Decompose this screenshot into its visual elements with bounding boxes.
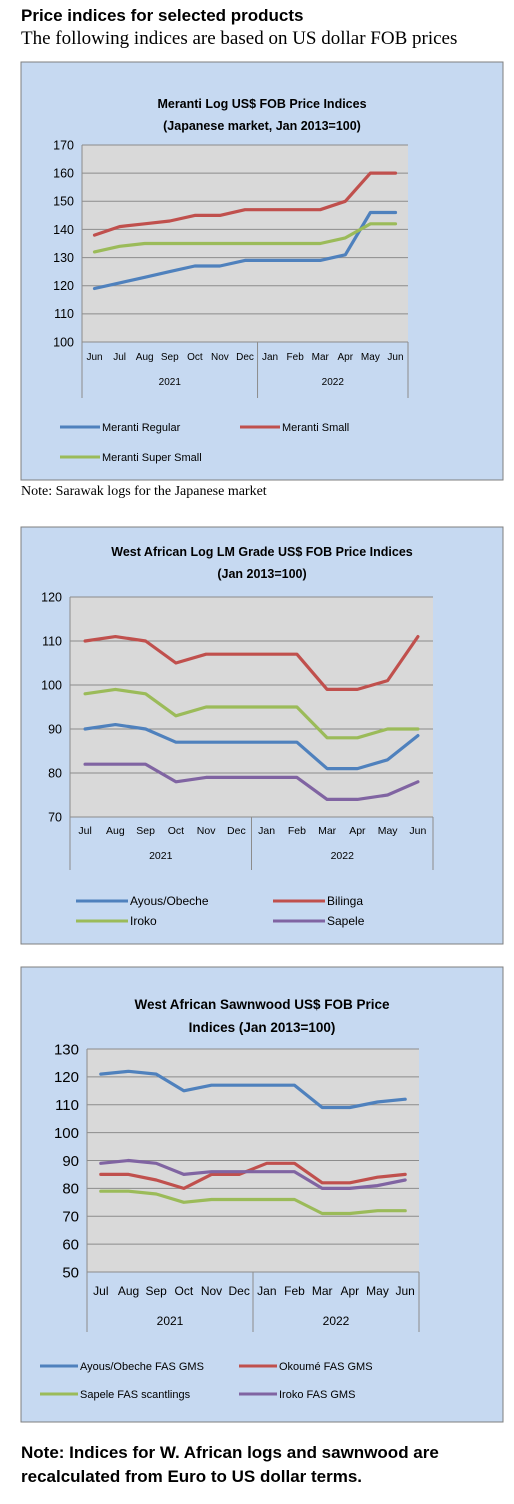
chart1-legend-label: Meranti Super Small xyxy=(102,452,202,464)
chart3-title-line-1: West African Sawnwood US$ FOB Price xyxy=(134,997,390,1012)
chart1-xtick-label: Mar xyxy=(312,352,330,363)
chart2-legend-label: Iroko xyxy=(130,914,157,928)
chart2-xtick-label: Nov xyxy=(197,825,216,837)
chart3-ytick-label: 80 xyxy=(62,1181,79,1198)
chart3-series-line-sapele-fas-scantlings xyxy=(99,1189,407,1216)
chart1-xtick-label: May xyxy=(361,352,380,363)
chart1-xtick-label: Feb xyxy=(287,352,305,363)
chart1-xtick-label: Nov xyxy=(211,352,229,363)
chart3-xtick-label: Feb xyxy=(284,1284,305,1298)
chart3-series-line-okoum-fas-gms xyxy=(99,1161,407,1191)
chart3-year-label: 2022 xyxy=(323,1314,350,1328)
chart3-legend-label: Sapele FAS scantlings xyxy=(80,1389,191,1401)
chart3-xtick-label: Jan xyxy=(257,1284,276,1298)
bottom-note: Note: Indices for W. African logs and sa… xyxy=(21,1443,439,1486)
chart3-xtick-label: Nov xyxy=(201,1284,222,1298)
chart3-ytick-label: 70 xyxy=(62,1209,79,1226)
chart3-xtick-label: Jul xyxy=(93,1284,108,1298)
chart1-ytick-label: 100 xyxy=(53,335,74,349)
chart2-title-line-1: West African Log LM Grade US$ FOB Price … xyxy=(111,545,413,559)
chart3-ytick-label: 50 xyxy=(62,1264,79,1281)
chart1-xtick-label: Jun xyxy=(86,352,102,363)
chart2-series-line-bilinga xyxy=(83,634,420,692)
chart2-ytick-label: 110 xyxy=(42,634,62,648)
chart2-ytick-label: 70 xyxy=(48,810,62,824)
chart1-xtick-label: Apr xyxy=(338,352,354,363)
chart2-year-label: 2022 xyxy=(331,850,355,862)
chart2-legend-label: Ayous/Obeche xyxy=(130,894,209,908)
chart3-ytick-label: 110 xyxy=(55,1097,79,1114)
chart2-xtick-label: May xyxy=(378,825,399,837)
chart2-year-label: 2021 xyxy=(149,850,173,862)
chart2-legend-label: Sapele xyxy=(327,914,365,928)
chart2-xtick-label: Feb xyxy=(288,825,306,837)
chart3-xtick-label: Jun xyxy=(395,1284,414,1298)
chart2-series-line-iroko xyxy=(83,687,420,740)
chart1-title-line-1: Meranti Log US$ FOB Price Indices xyxy=(157,97,366,111)
chart2-legend-label: Bilinga xyxy=(327,894,363,908)
chart3-xtick-label: Sep xyxy=(145,1284,167,1298)
chart1-ytick-label: 150 xyxy=(53,195,74,209)
chart2-ytick-label: 80 xyxy=(48,766,62,780)
chart2-xtick-label: Oct xyxy=(168,825,184,837)
chart2-title-line-2: (Jan 2013=100) xyxy=(217,567,306,581)
chart2-series-line-sapele xyxy=(83,762,420,802)
chart2-ytick-label: 90 xyxy=(48,722,62,736)
chart3-title-line-2: Indices (Jan 2013=100) xyxy=(189,1020,336,1035)
chart1-xtick-label: Jan xyxy=(262,352,278,363)
chart3-xtick-label: May xyxy=(366,1284,389,1298)
chart2-ytick-label: 100 xyxy=(41,678,62,692)
chart2-xtick-label: Mar xyxy=(318,825,337,837)
chart1-xtick-label: Sep xyxy=(161,352,179,363)
chart2-xtick-label: Aug xyxy=(106,825,125,837)
chart1-xtick-label: Jul xyxy=(113,352,126,363)
chart1-xtick-label: Oct xyxy=(187,352,203,363)
chart3-legend-label: Ayous/Obeche FAS GMS xyxy=(80,1361,204,1373)
chart3-year-label: 2021 xyxy=(157,1314,184,1328)
chart1-xtick-label: Dec xyxy=(236,352,254,363)
chart3-ytick-label: 100 xyxy=(54,1125,79,1142)
chart3-ytick-label: 60 xyxy=(62,1236,79,1253)
chart1-title-line-2: (Japanese market, Jan 2013=100) xyxy=(163,119,361,133)
chart3-legend-label: Okoumé FAS GMS xyxy=(279,1361,373,1373)
chart2-xtick-label: Jan xyxy=(258,825,275,837)
chart2-series-line-ayous-obeche xyxy=(83,722,420,771)
page-subheading: The following indices are based on US do… xyxy=(21,28,458,49)
chart3-xtick-label: Mar xyxy=(312,1284,333,1298)
chart1-ytick-label: 130 xyxy=(53,251,74,265)
chart1-xtick-label: Jun xyxy=(387,352,403,363)
chart3-ytick-label: 120 xyxy=(54,1069,79,1086)
chart1-year-label: 2021 xyxy=(159,377,182,388)
chart2-xtick-label: Sep xyxy=(136,825,155,837)
chart3-xtick-label: Oct xyxy=(174,1284,193,1298)
chart1-ytick-label: 140 xyxy=(53,223,74,237)
chart3-xtick-label: Dec xyxy=(228,1284,249,1298)
chart3-legend-label: Iroko FAS GMS xyxy=(279,1389,355,1401)
chart1-year-label: 2022 xyxy=(322,377,345,388)
page-heading: Price indices for selected products xyxy=(21,6,304,25)
chart1-ytick-label: 170 xyxy=(53,138,74,152)
chart1-series-line-meranti-regular xyxy=(92,210,398,291)
chart3-ytick-label: 90 xyxy=(62,1153,79,1170)
chart3-xtick-label: Aug xyxy=(118,1284,139,1298)
chart1-legend-label: Meranti Regular xyxy=(102,422,181,434)
chart1-series-line-meranti-super-small xyxy=(92,222,398,254)
chart2-xtick-label: Apr xyxy=(349,825,366,837)
chart1-series-line-meranti-small xyxy=(92,171,398,237)
chart3-ytick-label: 130 xyxy=(54,1041,79,1058)
chart1-ytick-label: 110 xyxy=(54,307,74,321)
chart3-series-line-iroko-fas-gms xyxy=(99,1158,407,1191)
chart2-xtick-label: Jul xyxy=(78,825,91,837)
chart3-xtick-label: Apr xyxy=(340,1284,359,1298)
chart1-ytick-label: 160 xyxy=(53,167,74,181)
chart1-legend-label: Meranti Small xyxy=(282,422,349,434)
chart1-xtick-label: Aug xyxy=(136,352,154,363)
chart2-ytick-label: 120 xyxy=(41,590,62,604)
chart1-ytick-label: 120 xyxy=(53,279,74,293)
chart2-xtick-label: Dec xyxy=(227,825,246,837)
chart2-xtick-label: Jun xyxy=(409,825,426,837)
chart1-note: Note: Sarawak logs for the Japanese mark… xyxy=(21,484,267,499)
chart3-series-line-ayous-obeche-fas-gms xyxy=(99,1069,407,1110)
